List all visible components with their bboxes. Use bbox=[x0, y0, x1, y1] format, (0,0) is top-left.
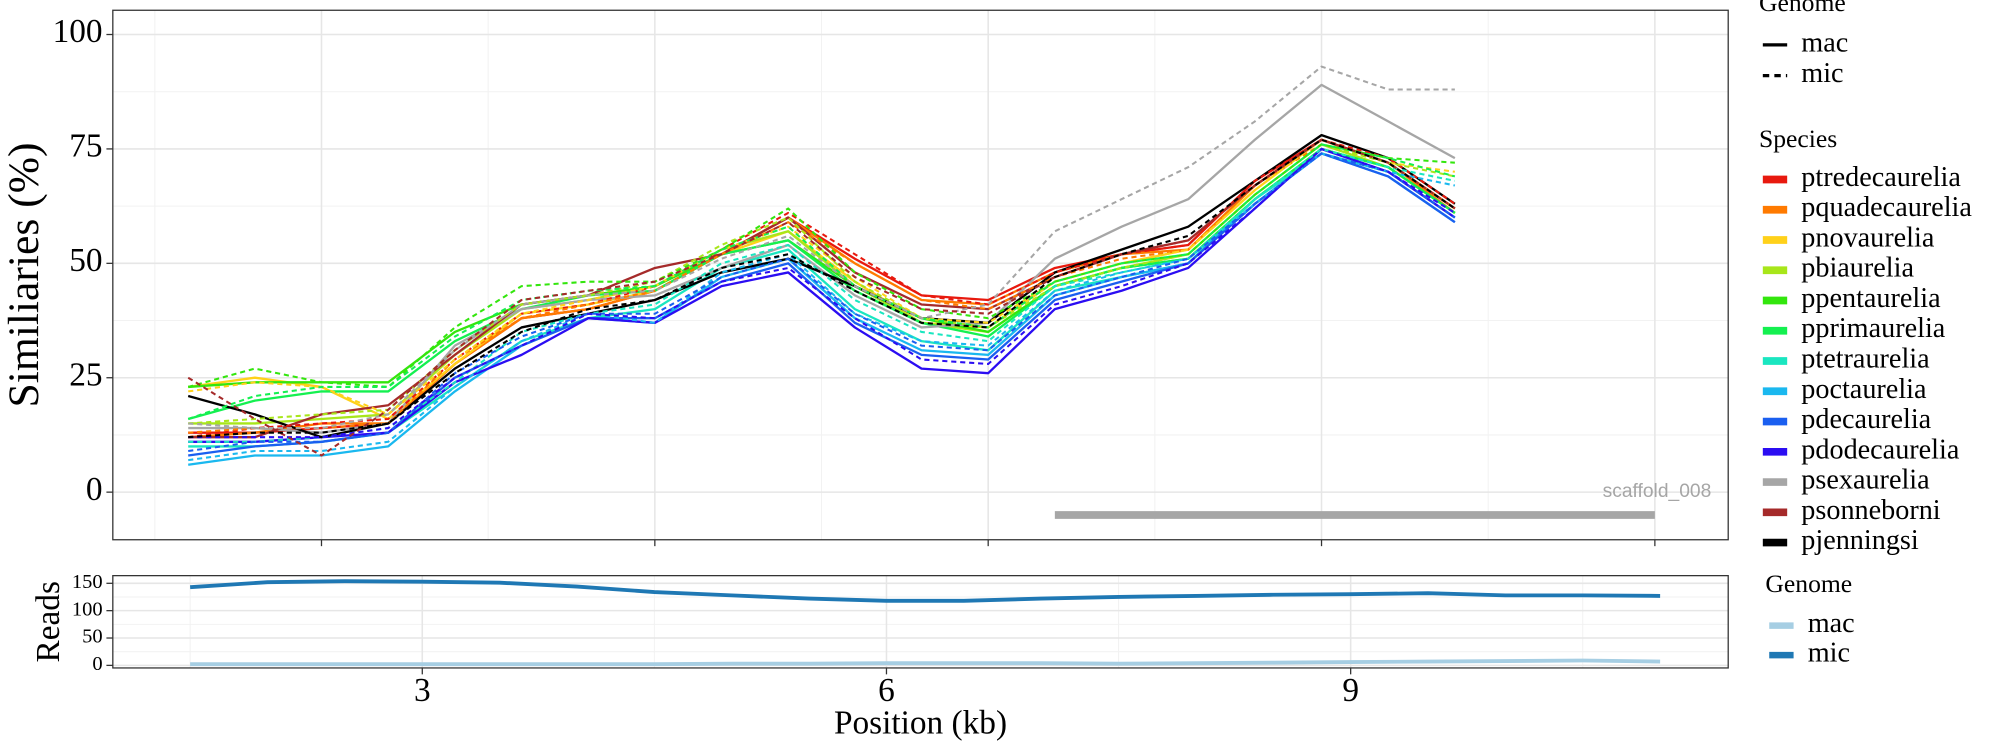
legend-label: pbiaurelia bbox=[1801, 253, 1914, 284]
series-line bbox=[188, 65, 1455, 430]
legend-label: psonneborni bbox=[1801, 495, 1941, 526]
y-tick-label: 50 bbox=[82, 626, 103, 648]
legend-label: pnovaurelia bbox=[1801, 222, 1935, 253]
legend-label: pquadecaurelia bbox=[1801, 192, 1972, 223]
legend-label: pdodecaurelia bbox=[1801, 434, 1960, 465]
legend-title: Genome bbox=[1759, 0, 1846, 17]
series-line bbox=[188, 152, 1456, 453]
y-tick-label: 0 bbox=[92, 653, 102, 675]
series-line bbox=[188, 147, 1456, 443]
panel bbox=[112, 575, 1729, 668]
series-line bbox=[188, 83, 1456, 434]
legend-label: mic bbox=[1801, 58, 1843, 89]
annotation-label: scaffold_008 bbox=[1603, 481, 1712, 502]
series-line bbox=[188, 147, 1456, 443]
x-tick-label: 9 bbox=[1342, 672, 1359, 709]
y-tick-label: 100 bbox=[72, 598, 103, 620]
y-tick-label: 150 bbox=[72, 571, 103, 593]
series-line bbox=[187, 138, 1456, 457]
legend-label: poctaurelia bbox=[1801, 374, 1927, 405]
legend-label: pprimaurelia bbox=[1801, 313, 1945, 344]
x-tick-label: 3 bbox=[414, 672, 431, 709]
y-axis-label: Similiaries (%) bbox=[0, 142, 48, 407]
legend-title: Genome bbox=[1765, 569, 1852, 598]
legend-title: Species bbox=[1759, 124, 1837, 153]
y-tick-label: 25 bbox=[69, 356, 102, 393]
series-line bbox=[188, 138, 1456, 439]
panel-border bbox=[112, 9, 1729, 541]
legend-label: ppentaurelia bbox=[1801, 283, 1941, 314]
series-line bbox=[188, 147, 1456, 439]
y-axis-label: Reads bbox=[30, 581, 67, 662]
legend-label: psexaurelia bbox=[1801, 465, 1930, 496]
series-line bbox=[187, 143, 1456, 420]
legend-label: mic bbox=[1808, 638, 1850, 669]
y-tick-label: 100 bbox=[53, 13, 103, 50]
series-line bbox=[190, 658, 1661, 667]
legend-label: pjenningsi bbox=[1801, 525, 1919, 556]
legend-label: pdecaurelia bbox=[1801, 404, 1931, 435]
series-line bbox=[188, 138, 1456, 439]
legend-label: ptetraurelia bbox=[1801, 343, 1930, 374]
panel bbox=[112, 10, 1729, 540]
y-tick-label: 0 bbox=[86, 471, 103, 508]
legend-label: ptredecaurelia bbox=[1801, 162, 1961, 193]
x-axis-label: Position (kb) bbox=[834, 704, 1007, 741]
series-line bbox=[190, 579, 1661, 603]
y-tick-label: 75 bbox=[69, 128, 102, 165]
series-line bbox=[188, 143, 1456, 434]
y-tick-label: 50 bbox=[69, 242, 102, 279]
series-line bbox=[188, 152, 1456, 462]
legend-label: mac bbox=[1808, 608, 1855, 639]
x-tick-label: 6 bbox=[878, 672, 895, 709]
legend-label: mac bbox=[1801, 27, 1848, 58]
panel-border bbox=[112, 575, 1729, 669]
